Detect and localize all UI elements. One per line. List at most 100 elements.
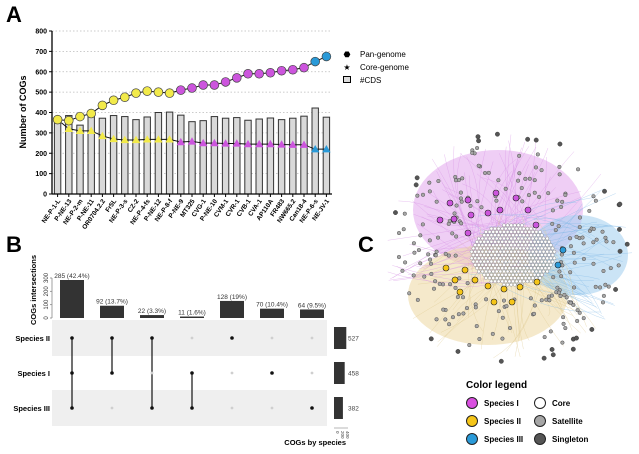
core-node	[538, 230, 542, 234]
y-tick-label: 0	[44, 316, 50, 320]
species-i-node	[436, 216, 444, 224]
core-node	[548, 249, 553, 254]
core-node	[505, 282, 510, 287]
species-i-node	[532, 221, 540, 229]
satellite-node	[553, 228, 558, 233]
core-node	[520, 269, 524, 274]
core-node	[493, 259, 497, 264]
satellite-node	[575, 318, 580, 323]
legend-item-species-iii: Species III	[466, 433, 534, 445]
core-node	[509, 276, 513, 280]
panel-b-label: B	[6, 232, 22, 257]
core-node	[532, 246, 537, 251]
core-node	[511, 279, 515, 284]
core-node	[536, 253, 540, 257]
core-node	[518, 272, 522, 277]
satellite-node	[576, 167, 581, 172]
pan-genome-point	[310, 56, 320, 67]
core-node	[489, 253, 494, 257]
core-node	[475, 259, 479, 264]
species-i-node	[492, 189, 500, 197]
core-node	[538, 236, 542, 241]
pan-genome-point	[176, 85, 186, 95]
core-node	[512, 263, 517, 267]
core-node	[505, 223, 510, 228]
core-node	[487, 276, 492, 280]
core-node	[523, 276, 528, 280]
satellite-node	[568, 236, 573, 241]
core-node	[514, 233, 519, 237]
core-node	[521, 246, 526, 251]
core-node	[500, 279, 504, 284]
satellite-node	[428, 257, 433, 262]
core-node	[527, 236, 531, 241]
core-node	[503, 239, 508, 244]
core-node	[548, 256, 553, 261]
core-node	[530, 249, 535, 254]
core-node	[532, 259, 537, 264]
core-node	[530, 263, 535, 267]
core-node	[530, 236, 535, 241]
core-node	[532, 266, 537, 270]
core-node	[502, 236, 506, 241]
singleton-node	[475, 134, 481, 140]
core-node	[477, 243, 481, 247]
core-node	[539, 246, 544, 251]
species-iii-node	[559, 246, 567, 254]
core-node	[516, 276, 521, 280]
satellite-node	[429, 271, 434, 276]
satellite-node	[601, 268, 606, 273]
core-node	[482, 266, 486, 270]
core-node	[545, 256, 549, 261]
core-node	[500, 272, 504, 277]
network-edge	[409, 225, 499, 269]
core-node	[478, 253, 483, 257]
core-node	[503, 226, 508, 231]
core-node	[539, 253, 544, 257]
matrix-dot-active	[70, 406, 74, 410]
satellite-node	[563, 326, 568, 331]
satellite-node	[601, 293, 606, 298]
core-node	[538, 243, 542, 247]
core-genome-point	[221, 139, 230, 147]
intersection-bar	[140, 315, 164, 318]
satellite-node	[461, 311, 466, 316]
core-node	[469, 249, 474, 254]
core-node	[541, 236, 546, 241]
legend-item-core: Core	[534, 397, 614, 409]
satellite-node	[458, 196, 463, 201]
core-node	[482, 272, 486, 277]
network-edge	[388, 243, 539, 281]
core-node	[547, 259, 551, 264]
core-node	[516, 243, 521, 247]
cds-bar	[289, 117, 297, 195]
core-node	[530, 269, 535, 274]
core-node	[521, 226, 526, 231]
core-node	[502, 276, 506, 280]
core-node	[475, 253, 479, 257]
satellite-node	[542, 335, 547, 340]
set-size-tick-label: 200	[340, 431, 345, 439]
core-node	[529, 272, 533, 277]
satellite-node	[539, 168, 544, 173]
panel-c-label: C	[358, 232, 374, 257]
core-node	[500, 246, 504, 251]
core-node	[496, 233, 501, 237]
legend-label: Species III	[484, 434, 524, 444]
matrix-dot-inactive	[270, 336, 274, 340]
satellite-node	[568, 270, 573, 275]
core-node	[530, 276, 535, 280]
satellite-node	[555, 198, 560, 203]
core-node	[486, 239, 490, 244]
core-node	[534, 249, 539, 254]
pan-genome-point	[220, 77, 231, 87]
satellite-node	[483, 171, 488, 176]
satellite-node	[411, 273, 416, 278]
satellite-node	[453, 174, 458, 179]
set-size-label: 458	[348, 371, 359, 378]
core-node	[529, 246, 533, 251]
satellite-node	[402, 211, 407, 216]
cds-bar	[154, 112, 163, 195]
core-node	[500, 226, 504, 231]
matrix-dot-inactive	[310, 371, 314, 375]
